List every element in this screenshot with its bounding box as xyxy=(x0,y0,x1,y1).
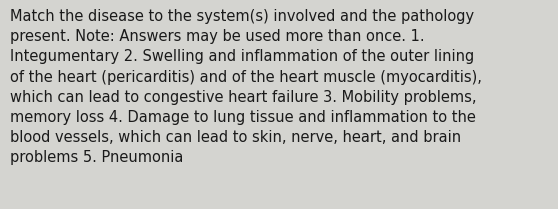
Text: Match the disease to the system(s) involved and the pathology
present. Note: Ans: Match the disease to the system(s) invol… xyxy=(10,9,482,165)
